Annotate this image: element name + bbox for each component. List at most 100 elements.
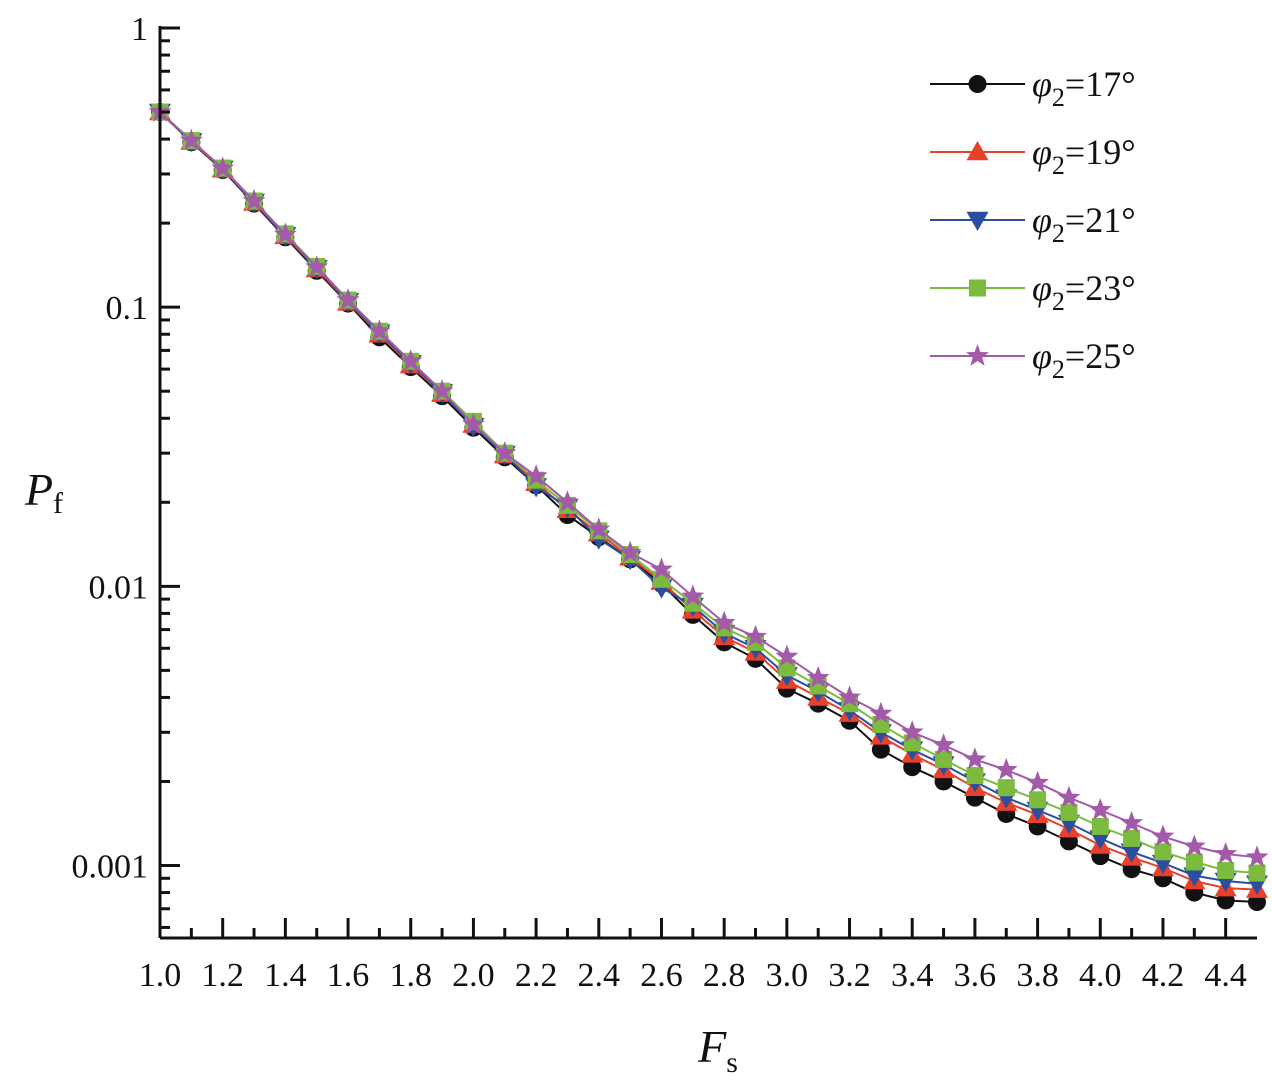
data-point: [1217, 861, 1235, 879]
x-tick-label: 3.6: [954, 957, 997, 994]
data-point: [1060, 803, 1078, 821]
legend-marker: [966, 141, 989, 161]
legend-label-rest: =17°: [1065, 64, 1136, 104]
data-point: [712, 610, 736, 633]
data-point: [932, 733, 955, 755]
x-tick-label: 1.8: [389, 957, 432, 994]
legend-label-rest: =25°: [1065, 336, 1136, 376]
legend-entry: φ2=21°: [930, 200, 1136, 248]
legend-marker: [966, 344, 989, 366]
x-tick-label: 2.4: [578, 957, 621, 994]
legend-label: φ2=21°: [1032, 200, 1136, 248]
x-tick-label: 2.6: [640, 957, 683, 994]
y-axis-title: Pf: [24, 464, 63, 520]
legend-label-rest: =21°: [1065, 200, 1136, 240]
legend-label-sub: 2: [1052, 83, 1065, 112]
data-point: [430, 379, 454, 401]
data-point: [1089, 830, 1112, 850]
legend-marker: [969, 279, 986, 297]
x-tick-label: 3.8: [1016, 957, 1059, 994]
legend-label-main: φ: [1032, 132, 1052, 172]
data-point: [587, 517, 611, 540]
y-tick-label: 0.01: [89, 569, 149, 606]
x-tick-label: 3.4: [891, 957, 934, 994]
data-point: [869, 701, 893, 724]
y-tick-label: 0.001: [72, 849, 149, 886]
data-point: [1057, 785, 1081, 808]
x-tick-label: 1.0: [139, 957, 182, 994]
legend-entry: φ2=23°: [930, 268, 1136, 316]
data-point: [1091, 817, 1109, 835]
data-point: [1183, 867, 1206, 887]
legend-entry: φ2=17°: [930, 64, 1136, 112]
x-axis-title-main: F: [697, 1021, 727, 1072]
x-tick-label: 1.6: [327, 957, 370, 994]
x-tick-label: 3.0: [766, 957, 809, 994]
legend-label-main: φ: [1032, 268, 1052, 308]
data-point: [368, 319, 391, 341]
data-point: [1245, 845, 1269, 867]
data-point: [1214, 842, 1238, 864]
x-axis-title: Fs: [697, 1021, 738, 1079]
data-point: [556, 490, 579, 512]
legend-label: φ2=25°: [1032, 336, 1136, 384]
legend-entry: φ2=25°: [930, 336, 1136, 384]
legend-label: φ2=17°: [1032, 64, 1136, 112]
x-tick-label: 2.2: [515, 957, 558, 994]
legend-entry: φ2=19°: [930, 132, 1136, 180]
data-point: [462, 412, 485, 435]
y-axis-title-sub: f: [53, 487, 63, 520]
data-point: [242, 189, 266, 211]
y-tick-label: 0.1: [106, 290, 149, 327]
data-point: [305, 255, 329, 277]
data-point: [1120, 811, 1143, 833]
legend-label-sub: 2: [1052, 219, 1065, 248]
y-ticks: 1 0.1 0.01 0.001: [72, 11, 180, 929]
data-point: [900, 720, 924, 742]
data-point: [681, 584, 705, 607]
data-point: [650, 557, 673, 580]
legend-label-main: φ: [1032, 200, 1052, 240]
data-point: [994, 757, 1018, 780]
y-axis-title-main: P: [24, 464, 53, 515]
data-point: [399, 349, 423, 371]
data-point: [1026, 770, 1049, 793]
data-point: [1123, 829, 1141, 847]
y-tick-label: 1: [131, 11, 148, 48]
data-point: [618, 540, 642, 563]
x-tick-label: 1.2: [201, 957, 244, 994]
data-point: [179, 128, 203, 151]
data-point: [903, 758, 922, 777]
legend-marker: [968, 75, 987, 93]
data-point: [997, 779, 1015, 797]
data-point: [963, 747, 987, 770]
series-5: [148, 100, 1269, 867]
data-point: [1248, 864, 1266, 882]
x-tick-label: 3.2: [828, 957, 871, 994]
legend-label-sub: 2: [1052, 151, 1065, 180]
x-ticks: 1.0 1.2 1.4 1.6 1.8 2.0 2.2 2.4 2.6 2.8 3.0 3.2 3.4 3…: [139, 918, 1247, 994]
x-tick-label: 2.0: [452, 957, 495, 994]
legend-label-rest: =23°: [1065, 268, 1136, 308]
legend-label-main: φ: [1032, 336, 1052, 376]
data-point: [274, 222, 297, 245]
data-point: [1151, 824, 1175, 847]
data-point: [1120, 843, 1143, 863]
legend-label: φ2=23°: [1032, 268, 1136, 316]
data-point: [336, 288, 360, 310]
data-point: [806, 665, 830, 688]
x-axis-title-sub: s: [726, 1046, 738, 1079]
legend-label-rest: =19°: [1065, 132, 1136, 172]
x-tick-label: 4.2: [1142, 957, 1185, 994]
data-point: [744, 624, 767, 647]
data-point: [966, 767, 984, 785]
data-point: [211, 156, 235, 179]
data-point: [1185, 853, 1203, 871]
series-layer: [148, 100, 1269, 912]
x-tick-label: 4.0: [1079, 957, 1122, 994]
data-point: [1088, 798, 1112, 820]
data-point: [1029, 791, 1047, 809]
data-point: [1182, 834, 1206, 857]
data-point: [838, 685, 861, 708]
